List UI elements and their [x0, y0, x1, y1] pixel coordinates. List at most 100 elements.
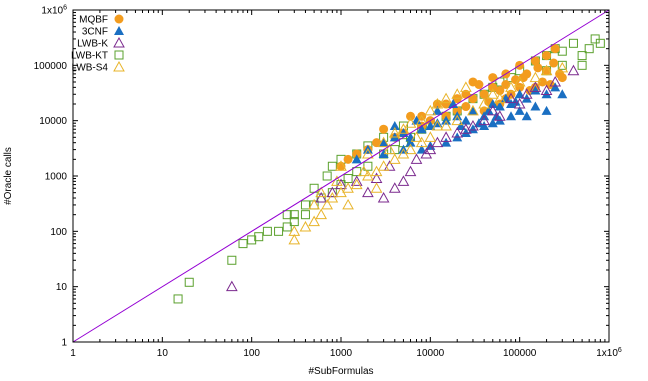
point-mqbf: [468, 94, 478, 104]
point-lwb-s4: [410, 131, 423, 142]
legend-label-mqbf: MQBF: [79, 15, 108, 26]
y-axis-title: #Oracle calls: [3, 147, 14, 205]
point-lwb-s4: [404, 143, 417, 155]
legend-marker-lwb-k: [113, 36, 125, 48]
y-tick-label-2: 100: [50, 227, 67, 238]
points-layer: [173, 34, 605, 304]
point-lwb-s4: [424, 131, 437, 142]
point-lwb-s4: [315, 186, 328, 198]
point-3cnf: [448, 99, 459, 109]
point-lwb-s4: [350, 178, 363, 190]
point-lwb-kt: [282, 210, 292, 220]
point-lwb-s4: [288, 233, 301, 245]
point-mqbf: [441, 99, 451, 109]
legend-marker-lwb-s4: [113, 60, 125, 72]
point-lwb-kt: [595, 38, 605, 48]
point-3cnf: [530, 101, 541, 111]
point-3cnf: [405, 137, 416, 147]
point-lwb-kt: [577, 60, 587, 70]
point-lwb-k: [520, 88, 533, 99]
point-lwb-k: [370, 172, 383, 184]
point-3cnf: [506, 111, 517, 121]
point-lwb-k: [431, 136, 444, 148]
point-3cnf: [460, 127, 471, 137]
point-lwb-k: [388, 182, 401, 193]
point-lwb-kt: [300, 210, 310, 220]
point-3cnf: [550, 82, 561, 92]
point-lwb-s4: [362, 147, 374, 159]
point-lwb-s4: [377, 160, 390, 171]
x-tick-label-1: 10: [157, 348, 169, 359]
point-lwb-k: [440, 131, 452, 142]
x-tick-label-6: 1x106: [596, 347, 622, 359]
point-lwb-s4: [486, 88, 499, 99]
point-3cnf: [479, 121, 490, 131]
point-3cnf: [487, 118, 498, 128]
point-lwb-k: [486, 104, 499, 116]
point-lwb-s4: [315, 208, 328, 220]
point-lwb-k: [404, 165, 417, 177]
x-tick-label-0: 1: [70, 348, 76, 359]
point-lwb-k: [362, 186, 374, 198]
point-3cnf: [425, 121, 436, 131]
point-3cnf: [378, 148, 389, 158]
point-lwb-k: [451, 126, 464, 138]
point-lwb-s4: [377, 136, 390, 148]
ticks-layer: 1 10 100 1000 10000 100000 1x106 1 10 100 1000 1000…: [34, 5, 622, 360]
point-3cnf: [483, 105, 494, 115]
point-lwb-kt: [584, 44, 594, 54]
point-lwb-s4: [331, 175, 343, 186]
point-lwb-k: [549, 75, 562, 87]
point-lwb-s4: [451, 88, 464, 99]
legend-marker-mqbf: [114, 14, 124, 24]
point-lwb-s4: [308, 215, 320, 227]
point-3cnf: [416, 124, 427, 134]
point-lwb-s4: [342, 198, 354, 210]
legend-marker-lwb-kt: [114, 50, 124, 60]
point-lwb-s4: [357, 165, 370, 177]
point-lwb-k: [350, 175, 363, 186]
point-lwb-kt: [322, 171, 332, 181]
y-tick-label-0: 1: [61, 338, 67, 349]
x-tick-label-2: 100: [243, 348, 260, 359]
point-lwb-s4: [424, 104, 437, 116]
point-lwb-k: [377, 191, 390, 203]
point-3cnf: [541, 105, 552, 115]
point-3cnf: [514, 105, 525, 115]
point-lwb-kt: [274, 226, 284, 236]
point-3cnf: [467, 105, 478, 115]
point-lwb-k: [460, 123, 472, 134]
point-3cnf: [514, 89, 525, 99]
point-lwb-s4: [335, 160, 347, 171]
point-3cnf: [506, 99, 517, 109]
point-lwb-s4: [326, 191, 339, 203]
point-3cnf: [487, 99, 498, 109]
point-lwb-kt: [289, 210, 299, 220]
reference-line-y-equals-x: [72, 9, 610, 343]
point-lwb-k: [420, 147, 433, 159]
point-mqbf: [461, 102, 471, 112]
point-lwb-s4: [556, 61, 569, 73]
point-mqbf: [406, 111, 416, 121]
point-lwb-kt: [262, 226, 272, 236]
point-lwb-kt: [577, 51, 587, 61]
point-lwb-s4: [370, 165, 383, 177]
point-mqbf: [343, 154, 353, 164]
point-mqbf: [336, 161, 346, 171]
point-mqbf: [501, 80, 511, 90]
point-lwb-k: [315, 191, 328, 203]
legend-label-lwb-k: LWB-K: [77, 39, 108, 50]
y-tick-label-4: 10000: [39, 116, 67, 127]
point-lwb-s4: [529, 71, 542, 83]
point-lwb-k: [467, 119, 479, 131]
point-3cnf: [411, 115, 422, 125]
point-lwb-k: [383, 160, 396, 171]
point-lwb-kt: [300, 200, 310, 210]
point-lwb-kt: [327, 161, 337, 171]
point-lwb-s4: [451, 114, 464, 126]
point-lwb-s4: [460, 81, 472, 92]
point-lwb-s4: [431, 97, 444, 109]
